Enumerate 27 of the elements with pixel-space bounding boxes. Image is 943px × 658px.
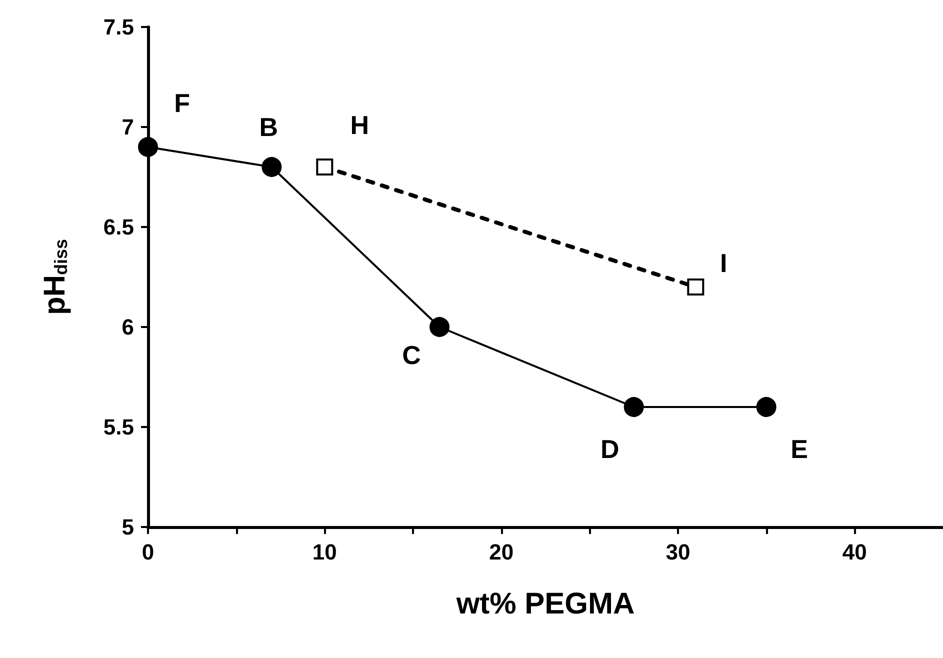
y-axis-title: pHdiss <box>38 238 72 316</box>
y-tick-label: 5.5 <box>103 414 134 440</box>
annotation: E <box>790 434 808 464</box>
point <box>316 158 334 176</box>
point <box>262 157 282 177</box>
annotation: F <box>174 88 190 118</box>
y-tick-label: 5 <box>122 514 134 540</box>
point <box>430 317 450 337</box>
x-tick-label: 10 <box>312 540 337 564</box>
x-axis-title: wt% PEGMA <box>455 588 635 620</box>
annotation: B <box>259 112 278 142</box>
point <box>687 278 704 296</box>
annotation: D <box>600 434 620 464</box>
x-tick-label: 20 <box>489 540 514 564</box>
x-tick-label: 0 <box>142 540 154 564</box>
point <box>756 397 776 417</box>
point <box>624 397 644 417</box>
annotation: C <box>402 340 422 370</box>
annotation: H <box>350 110 370 140</box>
y-tick-label: 6.5 <box>103 214 134 240</box>
y-tick-label: 7.5 <box>103 14 134 40</box>
y-tick-label: 7 <box>122 114 134 140</box>
x-tick-label: 30 <box>666 540 690 564</box>
annotation: I <box>720 248 728 278</box>
x-tick-label: 40 <box>842 540 867 564</box>
point <box>138 137 158 157</box>
y-tick-label: 6 <box>122 314 134 340</box>
